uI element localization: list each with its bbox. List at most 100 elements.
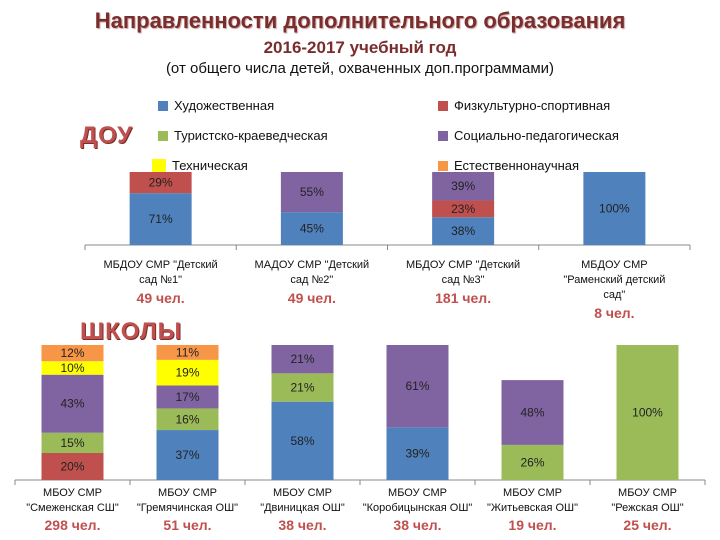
bar-segment bbox=[583, 172, 646, 245]
bar-segment bbox=[386, 427, 449, 480]
legend-swatch bbox=[438, 100, 448, 111]
bar-segment bbox=[156, 408, 219, 431]
category-label: МАДОУ СМР "Детский bbox=[255, 259, 370, 271]
bar-segment bbox=[616, 345, 679, 480]
category-label: МБОУ СМР bbox=[43, 487, 102, 499]
bar-segment bbox=[271, 345, 334, 374]
legend-item-tourism: Туристско-краеведческая bbox=[158, 128, 328, 143]
data-label: 37% bbox=[175, 448, 199, 462]
category-label: сад №2" bbox=[290, 274, 333, 286]
bar-segment bbox=[129, 193, 192, 245]
data-label: 61% bbox=[405, 379, 429, 393]
participant-count: 298 чел. bbox=[45, 517, 101, 533]
bar-segment bbox=[501, 380, 564, 445]
legend-item-natural: Естественнонаучная bbox=[438, 158, 579, 173]
participant-count: 49 чел. bbox=[137, 290, 185, 306]
category-label: МБОУ СМР bbox=[158, 487, 217, 499]
legend-swatch bbox=[158, 100, 168, 111]
category-label: МБОУ СМР bbox=[388, 487, 447, 499]
bar-segment bbox=[41, 432, 104, 453]
category-label: сад №3" bbox=[442, 274, 485, 286]
data-label: 38% bbox=[451, 224, 475, 238]
legend-swatch bbox=[438, 130, 448, 141]
bar-segment bbox=[501, 444, 564, 480]
section-label-schools: ШКОЛЫ bbox=[80, 318, 183, 345]
data-label: 29% bbox=[149, 176, 173, 190]
data-label: 43% bbox=[60, 397, 84, 411]
legend-item-technical: Техническая bbox=[152, 158, 248, 173]
participant-count: 25 чел. bbox=[623, 517, 671, 533]
data-label: 48% bbox=[520, 406, 544, 420]
participant-count: 49 чел. bbox=[288, 290, 336, 306]
data-label: 10% bbox=[60, 361, 84, 375]
bar-segment bbox=[156, 359, 219, 386]
bar-segment bbox=[280, 212, 343, 245]
chart-note: (от общего числа детей, охваченных доп.п… bbox=[165, 60, 555, 77]
legend-swatch bbox=[438, 160, 448, 171]
bar-segment bbox=[280, 172, 343, 213]
data-label: 45% bbox=[300, 222, 324, 236]
participant-count: 19 чел. bbox=[508, 517, 556, 533]
data-label: 26% bbox=[520, 455, 544, 469]
participant-count: 181 чел. bbox=[435, 290, 491, 306]
legend-item-art: Художественная bbox=[158, 98, 274, 113]
category-label: "Гремячинская ОШ" bbox=[137, 502, 238, 514]
bar-segment bbox=[432, 217, 495, 245]
bar-segment bbox=[156, 345, 219, 360]
bar-segment bbox=[386, 345, 449, 428]
category-label: "Двиницкая ОШ" bbox=[260, 502, 345, 514]
category-label: "Раменский детский bbox=[563, 274, 665, 286]
category-label: МБДОУ СМР "Детский bbox=[406, 259, 520, 271]
data-label: 19% bbox=[175, 366, 199, 380]
category-label: "Режская ОШ" bbox=[611, 502, 683, 514]
data-label: 12% bbox=[60, 346, 84, 360]
data-label: 15% bbox=[60, 436, 84, 450]
chart-subtitle: 2016-2017 учебный год bbox=[263, 38, 457, 57]
category-label: "Житьевская ОШ" bbox=[487, 502, 578, 514]
bar-segment bbox=[41, 453, 104, 480]
data-label: 100% bbox=[599, 202, 630, 216]
category-label: МБОУ СМР bbox=[618, 487, 677, 499]
legend-item-social: Социально-педагогическая bbox=[438, 128, 619, 143]
data-label: 55% bbox=[300, 185, 324, 199]
legend-label: Туристско-краеведческая bbox=[174, 128, 328, 143]
legend-label: Социально-педагогическая bbox=[454, 128, 619, 143]
data-label: 58% bbox=[290, 434, 314, 448]
data-label: 100% bbox=[632, 406, 663, 420]
participant-count: 51 чел. bbox=[163, 517, 211, 533]
category-label: "Смеженская СШ" bbox=[26, 502, 119, 514]
bar-segment bbox=[271, 401, 334, 480]
category-label: МБДОУ СМР "Детский bbox=[104, 259, 218, 271]
data-label: 71% bbox=[149, 212, 173, 226]
participant-count: 38 чел. bbox=[278, 517, 326, 533]
participant-count: 8 чел. bbox=[594, 305, 634, 321]
data-label: 21% bbox=[290, 381, 314, 395]
bar-segment bbox=[432, 200, 495, 218]
participant-count: 38 чел. bbox=[393, 517, 441, 533]
legend-label: Техническая bbox=[172, 158, 248, 173]
bar-segment bbox=[271, 373, 334, 402]
legend-item-sport: Физкультурно-спортивная bbox=[438, 98, 610, 113]
bar-segment bbox=[432, 172, 495, 201]
legend-swatch bbox=[158, 130, 168, 141]
chart-title: Направленности дополнительного образован… bbox=[94, 8, 626, 33]
data-label: 11% bbox=[176, 345, 199, 359]
category-label: "Коробицынская ОШ" bbox=[363, 502, 473, 514]
bar-segment bbox=[129, 172, 192, 194]
bar-segment bbox=[156, 385, 219, 409]
data-label: 21% bbox=[290, 352, 314, 366]
data-label: 39% bbox=[405, 447, 429, 461]
data-label: 23% bbox=[451, 202, 475, 216]
category-label: сад" bbox=[603, 289, 625, 301]
category-label: МБОУ СМР bbox=[273, 487, 332, 499]
bar-segment bbox=[41, 361, 104, 375]
data-label: 20% bbox=[60, 460, 84, 474]
bar-segment bbox=[41, 345, 104, 362]
bar-segment bbox=[156, 430, 219, 480]
data-label: 16% bbox=[175, 412, 199, 426]
category-label: МБДОУ СМР bbox=[581, 259, 648, 271]
legend-label: Художественная bbox=[174, 98, 275, 113]
legend-label: Физкультурно-спортивная bbox=[454, 98, 611, 113]
bar-segment bbox=[41, 374, 104, 433]
